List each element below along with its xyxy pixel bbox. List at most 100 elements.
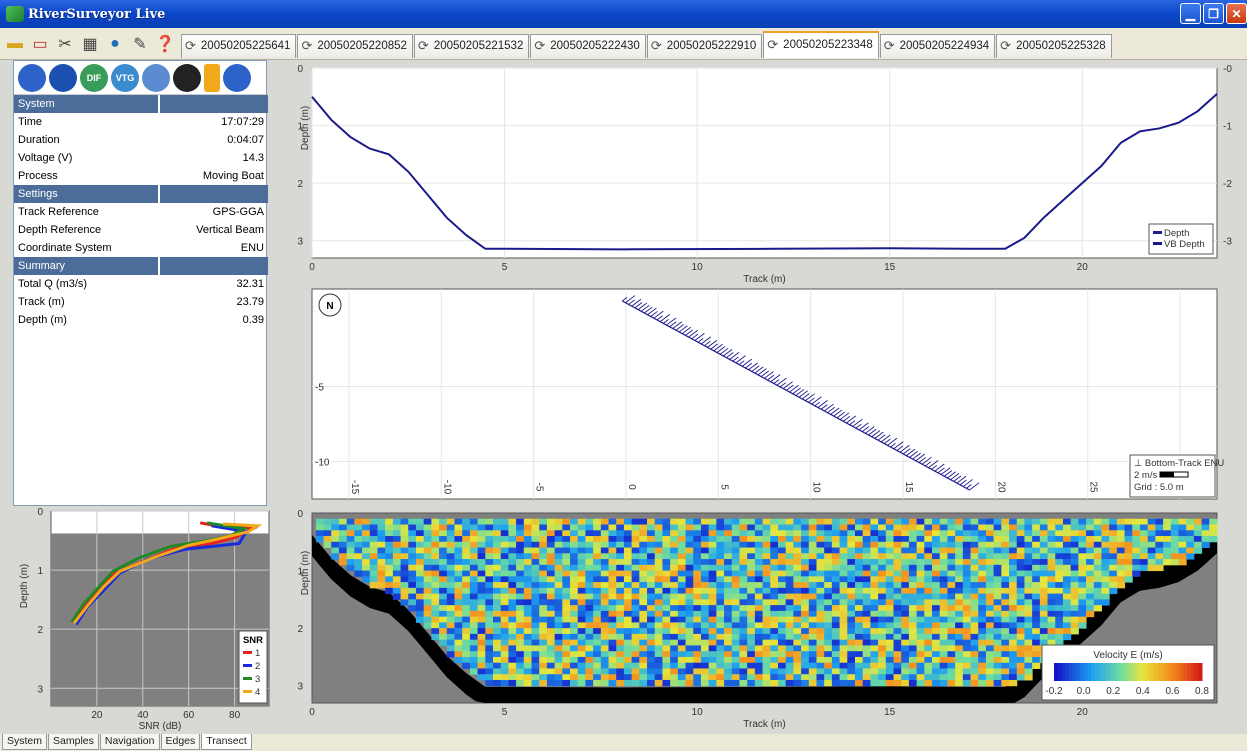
velocity-cell — [932, 610, 941, 618]
velocity-cell — [1055, 605, 1064, 612]
velocity-cell — [916, 536, 925, 543]
velocity-cell — [531, 559, 540, 566]
file-tab-20050205225641[interactable]: ⟳ 20050205225641 — [181, 33, 297, 58]
velocity-cell — [731, 576, 740, 583]
velocity-cell — [816, 656, 825, 664]
velocity-cell — [454, 645, 463, 652]
file-tab-20050205223348[interactable]: ⟳ 20050205223348 — [763, 30, 879, 58]
info-row: Track Reference GPS-GGA — [14, 203, 268, 221]
file-tab-20050205220852[interactable]: ⟳ 20050205220852 — [297, 33, 413, 58]
velocity-cell — [477, 547, 486, 554]
velocity-cell — [539, 599, 548, 606]
velocity-cell — [392, 559, 402, 566]
bottom-track-svg[interactable]: -15-10-5051015202530-5-10N⊥ Bottom-Track… — [290, 286, 1247, 508]
velocity-cell — [593, 547, 602, 554]
velocity-cell — [1032, 605, 1041, 612]
velocity-cell — [662, 679, 671, 687]
velocity-cell — [777, 599, 787, 606]
bluetooth-icon — [18, 63, 46, 92]
new-file-icon[interactable]: ▭ — [32, 35, 48, 53]
minimize-button[interactable]: ▁ — [1180, 3, 1201, 24]
velocity-cell — [785, 616, 794, 623]
tools-icon[interactable]: ✂ — [58, 35, 72, 53]
velocity-cell — [731, 559, 740, 566]
velocity-cell — [1155, 530, 1164, 537]
velocity-cell — [1132, 564, 1141, 572]
velocity-cell — [493, 518, 502, 526]
velocity-cell — [1178, 559, 1187, 566]
bottom-tab-system[interactable]: System — [2, 734, 48, 750]
bottom-track-chart[interactable]: -15-10-5051015202530-5-10N⊥ Bottom-Track… — [290, 286, 1247, 508]
velocity-vector — [745, 362, 753, 369]
velocity-cell — [531, 599, 540, 606]
velocity-cell — [369, 524, 378, 531]
velocity-cell — [608, 524, 617, 531]
velocity-contour-chart[interactable]: 0 5 10 15 20 0 1 2 3 Track (m) Depth (m) Velocity E… — [290, 508, 1247, 732]
velocity-cell — [724, 616, 733, 623]
velocity-cell — [816, 622, 825, 629]
velocity-cell — [616, 651, 625, 658]
velocity-cell — [955, 593, 964, 600]
maximize-button[interactable]: ❐ — [1203, 3, 1224, 24]
velocity-cell — [924, 633, 933, 641]
velocity-cell — [523, 559, 533, 566]
velocity-cell — [831, 593, 841, 600]
file-tab-20050205221532[interactable]: ⟳ 20050205221532 — [413, 33, 530, 58]
velocity-cell — [700, 645, 710, 652]
velocity-cell — [354, 564, 363, 572]
file-tab-20050205224934[interactable]: ⟳ 20050205224934 — [879, 33, 996, 58]
velocity-cell — [739, 679, 748, 687]
notes-icon[interactable]: ✎ — [133, 35, 147, 53]
x-tick-label: 20 — [1077, 262, 1089, 273]
grid-icon[interactable]: ▦ — [82, 35, 98, 53]
velocity-cell — [839, 564, 848, 572]
velocity-cell — [939, 524, 948, 531]
snr-line-4 — [72, 522, 263, 625]
velocity-cell — [585, 582, 594, 589]
velocity-cell — [1186, 553, 1195, 560]
close-button[interactable]: ✕ — [1226, 3, 1247, 24]
file-tab-20050205225328[interactable]: ⟳ 20050205225328 — [996, 33, 1112, 58]
velocity-cell — [423, 582, 432, 589]
velocity-cell — [585, 628, 594, 635]
bottom-tab-samples[interactable]: Samples — [48, 734, 99, 750]
bottom-tab-transect[interactable]: Transect — [201, 734, 252, 750]
colorbar-step — [1076, 663, 1081, 681]
bottom-tab-navigation[interactable]: Navigation — [99, 734, 160, 750]
velocity-cell — [439, 587, 448, 595]
velocity-cell — [1170, 553, 1179, 560]
velocity-cell — [939, 628, 948, 635]
file-tab-20050205222430[interactable]: ⟳ 20050205222430 — [530, 33, 646, 58]
velocity-cell — [469, 605, 479, 612]
velocity-cell — [777, 559, 787, 566]
velocity-cell — [739, 536, 748, 543]
velocity-cell — [1032, 536, 1041, 543]
velocity-cell — [878, 582, 887, 589]
velocity-cell — [708, 651, 717, 658]
velocity-cell — [785, 633, 794, 641]
velocity-cell — [1047, 547, 1056, 554]
velocity-cell — [523, 645, 533, 652]
velocity-cell — [1101, 599, 1110, 606]
velocity-cell — [793, 633, 802, 641]
velocity-cell — [639, 541, 648, 549]
snr-chart[interactable]: 20 40 60 80 0 1 2 3 SNR (dB) Depth (m) SNR 1 2 3 4 — [13, 507, 283, 732]
globe-icon[interactable]: ● — [110, 34, 120, 52]
velocity-cell — [531, 541, 540, 549]
velocity-cell — [623, 610, 633, 618]
bottom-tab-edges[interactable]: Edges — [160, 734, 201, 750]
velocity-cell — [508, 564, 517, 572]
depth-profile-chart[interactable]: 0 5 10 15 20 0 -0 1 -1 2 -2 3 -3 Track (m) Depth (m) De… — [290, 60, 1247, 285]
velocity-cell — [323, 541, 332, 549]
velocity-cell — [1101, 576, 1110, 583]
velocity-cell — [885, 536, 895, 543]
help-icon[interactable]: ❓ — [155, 35, 175, 53]
velocity-cell — [785, 651, 794, 658]
open-folder-icon[interactable]: ▬ — [7, 34, 23, 52]
file-tab-20050205222910[interactable]: ⟳ 20050205222910 — [646, 33, 763, 58]
velocity-cell — [562, 616, 571, 623]
velocity-cell — [523, 587, 533, 595]
